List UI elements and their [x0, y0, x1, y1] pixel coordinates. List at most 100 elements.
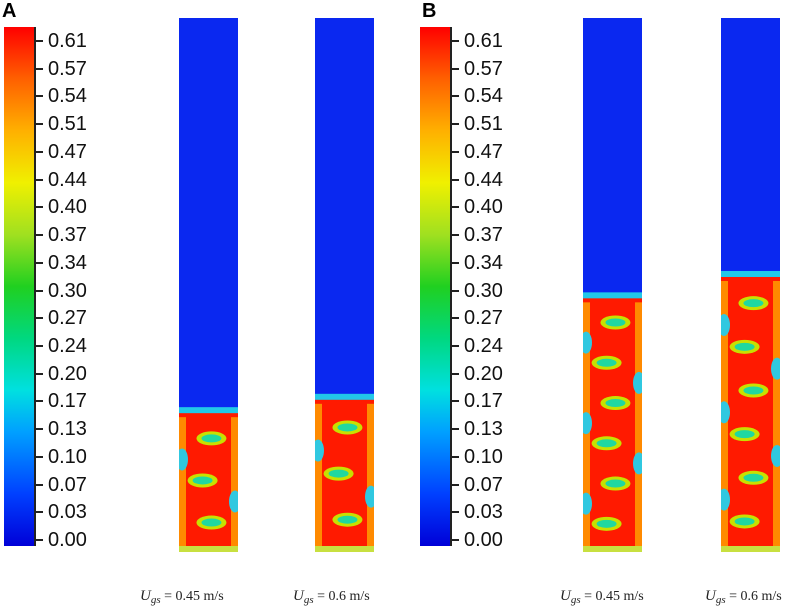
- colorbar-tick-label: 0.34: [48, 251, 87, 274]
- colorbar-tick-label: 0.37: [464, 224, 503, 247]
- contour-column-svg: [583, 18, 642, 552]
- bubble-core: [605, 399, 626, 408]
- wall-streak: [773, 280, 780, 552]
- colorbar-tick-label: 0.27: [48, 307, 87, 330]
- colorbar-tick-mark: [452, 317, 459, 320]
- colorbar-tick-label: 0.37: [48, 224, 87, 247]
- bubble-core: [201, 434, 222, 443]
- colorbar-tick-label: 0.24: [48, 334, 87, 357]
- colorbar-tick-label: 0.13: [464, 418, 503, 441]
- contour-column-svg: [721, 18, 780, 552]
- caption-symbol: U: [293, 588, 304, 604]
- colorbar-tick-mark: [452, 289, 459, 292]
- colorbar-tick-label: 0.17: [48, 390, 87, 413]
- caption-a-2: Ugs = 0.6 m/s: [293, 588, 370, 606]
- distributor-zone: [583, 546, 642, 552]
- colorbar-a: [4, 27, 36, 546]
- wall-streak: [635, 302, 642, 552]
- colorbar-tick-label: 0.40: [464, 196, 503, 219]
- colorbar-tick-label: 0.13: [48, 418, 87, 441]
- caption-subscript: gs: [570, 594, 581, 606]
- colorbar-tick-label: 0.54: [48, 85, 87, 108]
- caption-value: = 0.6 m/s: [729, 589, 782, 604]
- contour-column-svg: [315, 18, 374, 552]
- wall-pocket: [583, 331, 592, 354]
- colorbar-tick-mark: [452, 150, 459, 153]
- bubble-core: [743, 299, 764, 308]
- bubble-core: [743, 386, 764, 395]
- colorbar-tick-mark: [36, 150, 43, 153]
- bubble-core: [596, 519, 617, 528]
- dense-bed-region: [721, 276, 780, 552]
- bubble-core: [734, 342, 755, 351]
- colorbar-tick-mark: [36, 400, 43, 403]
- panel-a: A 0.61 0.57 0.54 0.51 0.47 0.44 0.40 0.37 0.34 0.…: [2, 0, 374, 606]
- colorbar-tick-mark: [452, 483, 459, 486]
- colorbar-tick-mark: [452, 234, 459, 237]
- colorbar-tick-mark: [36, 372, 43, 375]
- wall-pocket: [179, 448, 188, 471]
- colorbar-tick-label: 0.00: [48, 529, 87, 551]
- colorbar-tick-label: 0.03: [48, 501, 87, 524]
- colorbar-tick-mark: [452, 455, 459, 458]
- wall-pocket: [365, 485, 374, 508]
- column-b-2: [721, 18, 780, 552]
- colorbar-tick-label: 0.03: [464, 501, 503, 524]
- wall-streak: [179, 417, 186, 552]
- colorbar-tick-label: 0.20: [464, 362, 503, 385]
- colorbar-tick-mark: [36, 539, 43, 541]
- wall-streak: [367, 403, 374, 552]
- wall-pocket: [633, 452, 642, 475]
- colorbar-tick-label: 0.10: [48, 445, 87, 468]
- caption-subscript: gs: [150, 594, 161, 606]
- colorbar-tick-mark: [36, 511, 43, 514]
- caption-a-1: Ugs = 0.45 m/s: [140, 588, 224, 606]
- colorbar-tick-mark: [452, 372, 459, 375]
- colorbar-tick-label: 0.24: [464, 334, 503, 357]
- colorbar-tick-mark: [452, 261, 459, 264]
- colorbar-tick-label: 0.07: [464, 473, 503, 496]
- colorbar-tick-mark: [452, 206, 459, 209]
- colorbar-tick-label: 0.00: [464, 529, 503, 551]
- colorbar-tick-mark: [452, 178, 459, 181]
- caption-b-1: Ugs = 0.45 m/s: [560, 588, 644, 606]
- column-a-1: [179, 18, 238, 552]
- bubble-core: [596, 358, 617, 367]
- colorbar-tick-mark: [36, 483, 43, 486]
- colorbar-tick-label: 0.10: [464, 445, 503, 468]
- wall-pocket: [721, 314, 730, 337]
- wall-pocket: [229, 490, 238, 513]
- colorbar-tick-mark: [36, 428, 43, 431]
- colorbar-tick-label: 0.20: [48, 362, 87, 385]
- caption-b-2: Ugs = 0.6 m/s: [705, 588, 782, 606]
- colorbar-tick-mark: [36, 123, 43, 126]
- colorbar-tick-label: 0.27: [464, 307, 503, 330]
- colorbar-tick-mark: [36, 317, 43, 320]
- bed-interface: [179, 407, 238, 416]
- caption-symbol: U: [705, 588, 716, 604]
- wall-pocket: [633, 371, 642, 394]
- caption-subscript: gs: [715, 594, 726, 606]
- bubble-core: [734, 517, 755, 526]
- distributor-zone: [721, 546, 780, 552]
- bed-interface: [721, 270, 780, 279]
- colorbar-tick-mark: [452, 95, 459, 98]
- caption-value: = 0.45 m/s: [164, 589, 224, 604]
- colorbar-tick-label: 0.40: [48, 196, 87, 219]
- colorbar-tick-label: 0.44: [48, 168, 87, 191]
- colorbar-tick-mark: [452, 539, 459, 541]
- colorbar-ticks-b: 0.61 0.57 0.54 0.51 0.47 0.44 0.40 0.37 0.34 0.30…: [452, 27, 522, 550]
- distributor-zone: [315, 546, 374, 552]
- wall-pocket: [583, 412, 592, 435]
- colorbar-tick-mark: [36, 261, 43, 264]
- colorbar-tick-mark: [36, 289, 43, 292]
- colorbar-tick-mark: [452, 511, 459, 514]
- bed-interface: [315, 393, 374, 402]
- colorbar-tick-label: 0.07: [48, 473, 87, 496]
- colorbar-tick-label: 0.57: [464, 57, 503, 80]
- colorbar-tick-mark: [452, 400, 459, 403]
- wall-pocket: [583, 492, 592, 515]
- bubble-core: [743, 473, 764, 482]
- bubble-core: [596, 439, 617, 448]
- wall-pocket: [771, 444, 780, 467]
